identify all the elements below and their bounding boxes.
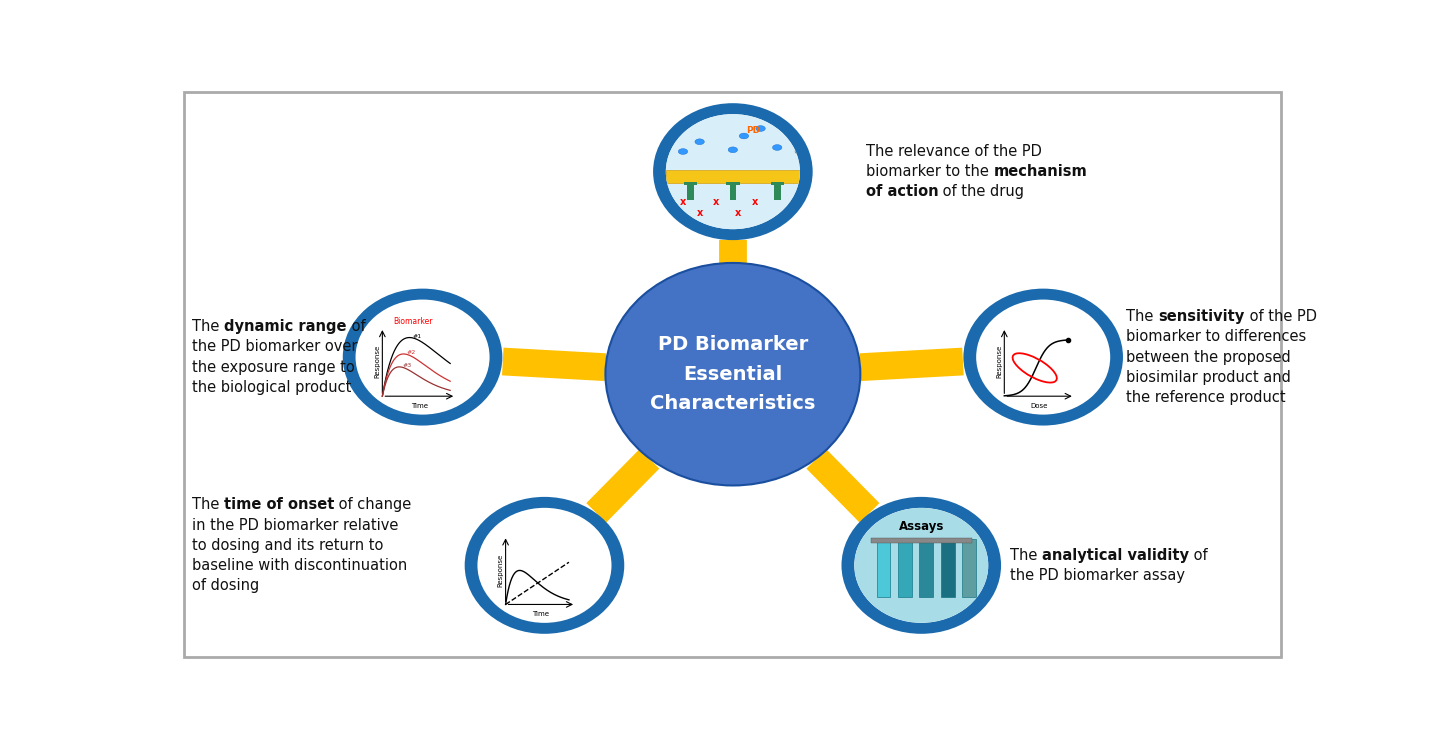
Text: the exposure range to: the exposure range to bbox=[192, 359, 355, 375]
Text: dynamic range: dynamic range bbox=[225, 319, 346, 334]
Bar bbox=[729, 182, 736, 200]
Bar bbox=[877, 539, 891, 597]
Text: between the proposed: between the proposed bbox=[1127, 350, 1291, 365]
Ellipse shape bbox=[964, 289, 1123, 425]
Text: #2: #2 bbox=[406, 350, 416, 355]
Ellipse shape bbox=[977, 299, 1110, 415]
Ellipse shape bbox=[605, 263, 861, 485]
Text: of action: of action bbox=[867, 185, 938, 199]
Ellipse shape bbox=[478, 508, 612, 623]
Ellipse shape bbox=[356, 299, 489, 415]
Ellipse shape bbox=[739, 133, 749, 139]
Text: mechanism: mechanism bbox=[994, 165, 1087, 179]
Bar bbox=[919, 539, 934, 597]
Text: Biomarker: Biomarker bbox=[393, 317, 433, 326]
Text: to dosing and its return to: to dosing and its return to bbox=[192, 538, 383, 553]
Text: sensitivity: sensitivity bbox=[1158, 309, 1244, 324]
Ellipse shape bbox=[678, 149, 688, 154]
Text: The: The bbox=[192, 319, 225, 334]
Text: biosimilar product and: biosimilar product and bbox=[1127, 370, 1291, 385]
Text: x: x bbox=[679, 196, 686, 207]
Text: x: x bbox=[696, 208, 702, 218]
Ellipse shape bbox=[343, 289, 502, 425]
Ellipse shape bbox=[668, 132, 676, 137]
Text: in the PD biomarker relative: in the PD biomarker relative bbox=[192, 518, 399, 533]
Text: analytical validity: analytical validity bbox=[1042, 548, 1188, 562]
Text: Response: Response bbox=[995, 345, 1002, 379]
Bar bbox=[771, 182, 784, 185]
Text: x: x bbox=[714, 196, 719, 207]
Text: The: The bbox=[1010, 548, 1042, 562]
Text: PD: PD bbox=[746, 126, 761, 135]
Bar bbox=[898, 539, 912, 597]
Text: The: The bbox=[1127, 309, 1158, 324]
Text: the PD biomarker assay: the PD biomarker assay bbox=[1010, 568, 1185, 583]
Ellipse shape bbox=[772, 144, 782, 150]
Text: The relevance of the PD: The relevance of the PD bbox=[867, 144, 1041, 159]
Ellipse shape bbox=[728, 147, 738, 153]
Text: of change: of change bbox=[335, 497, 412, 512]
Text: Response: Response bbox=[375, 345, 380, 379]
Text: The: The bbox=[192, 497, 225, 512]
Bar bbox=[726, 182, 739, 185]
Text: x: x bbox=[752, 196, 758, 207]
Text: Assays: Assays bbox=[898, 519, 944, 533]
Bar bbox=[774, 182, 781, 200]
Text: Time: Time bbox=[532, 611, 549, 617]
Text: Time: Time bbox=[410, 403, 428, 409]
Text: of: of bbox=[1188, 548, 1207, 562]
Ellipse shape bbox=[854, 508, 988, 623]
Bar bbox=[962, 539, 977, 597]
Ellipse shape bbox=[795, 149, 804, 154]
Text: of the PD: of the PD bbox=[1244, 309, 1317, 324]
Text: baseline with discontinuation: baseline with discontinuation bbox=[192, 558, 408, 573]
Text: Dose: Dose bbox=[1031, 403, 1048, 409]
Bar bbox=[941, 539, 955, 597]
Text: the biological product: the biological product bbox=[192, 380, 352, 395]
Ellipse shape bbox=[465, 497, 625, 634]
Text: biomarker to the: biomarker to the bbox=[867, 165, 994, 179]
Ellipse shape bbox=[654, 103, 812, 240]
Ellipse shape bbox=[789, 134, 798, 140]
Text: of dosing: of dosing bbox=[192, 579, 259, 594]
Bar bbox=[688, 182, 694, 200]
Ellipse shape bbox=[666, 114, 799, 229]
Bar bbox=[666, 170, 799, 182]
Text: #3: #3 bbox=[403, 363, 412, 368]
Text: of the drug: of the drug bbox=[938, 185, 1024, 199]
Text: the PD biomarker over: the PD biomarker over bbox=[192, 339, 358, 354]
Ellipse shape bbox=[695, 139, 705, 144]
Text: of: of bbox=[346, 319, 365, 334]
Text: the reference product: the reference product bbox=[1127, 390, 1286, 405]
Text: #1: #1 bbox=[413, 333, 422, 339]
Text: time of onset: time of onset bbox=[225, 497, 335, 512]
Text: Response: Response bbox=[498, 554, 503, 587]
Ellipse shape bbox=[854, 508, 988, 623]
Ellipse shape bbox=[841, 497, 1001, 634]
Text: PD Biomarker
Essential
Characteristics: PD Biomarker Essential Characteristics bbox=[651, 335, 815, 413]
Text: biomarker to differences: biomarker to differences bbox=[1127, 329, 1307, 345]
Ellipse shape bbox=[756, 126, 765, 131]
Ellipse shape bbox=[666, 114, 799, 229]
Text: x: x bbox=[735, 208, 742, 218]
Bar bbox=[684, 182, 698, 185]
Bar bbox=[871, 538, 971, 543]
